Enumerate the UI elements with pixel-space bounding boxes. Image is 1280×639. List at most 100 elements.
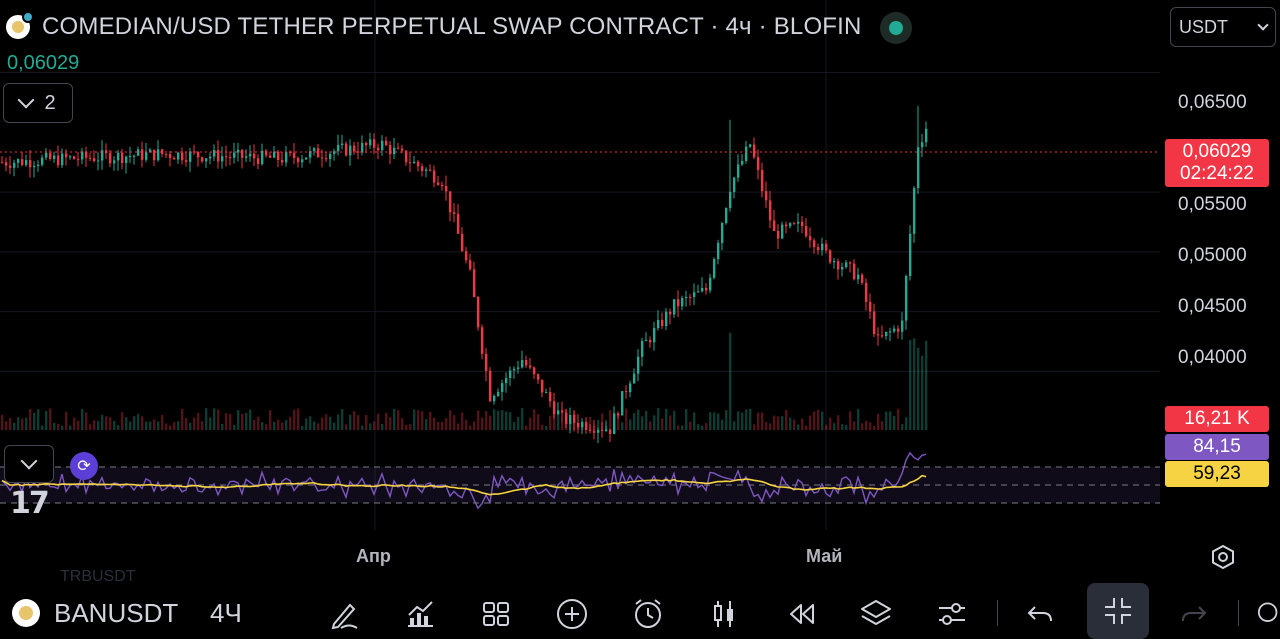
exit-fullscreen-button[interactable] xyxy=(1087,583,1149,639)
collapse-rsi-pane-button[interactable] xyxy=(4,445,54,483)
candle-body xyxy=(93,158,96,162)
volume-bar xyxy=(729,332,732,430)
volume-bar xyxy=(741,412,744,430)
add-icon xyxy=(557,599,587,629)
volume-bar xyxy=(597,419,600,430)
volume-bar xyxy=(285,420,288,430)
candle-body xyxy=(641,341,644,357)
object-tree-button[interactable] xyxy=(854,592,898,636)
volume-bar xyxy=(621,422,624,430)
volume-bar xyxy=(117,425,120,430)
volume-bar xyxy=(833,423,836,430)
volume-bar xyxy=(905,417,908,430)
volume-bar xyxy=(541,424,544,430)
candle-body xyxy=(445,186,448,192)
alerts-button[interactable] xyxy=(626,592,670,636)
collapse-indicators-button[interactable]: 2 xyxy=(3,83,73,123)
add-indicator-button[interactable] xyxy=(550,592,594,636)
volume-bar xyxy=(897,408,900,430)
candle-body xyxy=(337,145,340,152)
volume-bar xyxy=(825,424,828,430)
drawing-tools-button[interactable] xyxy=(322,592,366,636)
candle-body xyxy=(341,143,344,146)
candle-body xyxy=(189,151,192,162)
candle-body xyxy=(65,153,68,158)
volume-bar xyxy=(893,415,896,430)
volume-bar xyxy=(589,416,592,430)
last-price-tag: 0,06029 02:24:22 xyxy=(1165,139,1269,187)
symbol-search-button[interactable]: BANUSDT xyxy=(54,598,179,628)
candle-body xyxy=(513,368,516,371)
volume-bar xyxy=(537,414,540,430)
volume-bar xyxy=(873,425,876,430)
candle-body xyxy=(881,335,884,337)
volume-bar xyxy=(345,424,348,430)
candle-body xyxy=(869,301,872,312)
undo-button[interactable] xyxy=(1018,592,1062,636)
candle-body xyxy=(333,151,336,154)
symbol-title-row[interactable]: COMEDIAN/USD TETHER PERPETUAL SWAP CONTR… xyxy=(6,11,862,42)
candle-body xyxy=(565,412,568,424)
volume-bar xyxy=(497,410,500,430)
volume-bar xyxy=(189,422,192,430)
candle-body xyxy=(89,157,92,159)
volume-bar xyxy=(81,408,84,430)
candle-body xyxy=(433,170,436,183)
layout-button[interactable] xyxy=(474,592,518,636)
volume-bar xyxy=(625,408,628,430)
candle-body xyxy=(45,152,48,158)
volume-bar xyxy=(721,419,724,430)
replay-button[interactable] xyxy=(778,592,822,636)
volume-bar xyxy=(693,412,696,430)
candle-body xyxy=(253,153,256,159)
candle-body xyxy=(133,155,136,157)
volume-bar xyxy=(205,408,208,430)
candle-body xyxy=(217,150,220,162)
volume-bar xyxy=(521,408,524,430)
volume-bar xyxy=(85,412,88,430)
symbol-logo-icon[interactable] xyxy=(12,599,40,627)
volume-bar xyxy=(445,418,448,430)
candles-button[interactable] xyxy=(702,592,746,636)
candle-body xyxy=(569,415,572,424)
chart-type-button[interactable] xyxy=(398,592,442,636)
candle-body xyxy=(461,233,464,252)
candle-body xyxy=(37,164,40,166)
more-tools-button[interactable] xyxy=(1250,592,1280,636)
chart-settings-icon[interactable] xyxy=(1210,544,1236,570)
volume-bar xyxy=(637,409,640,430)
rsi-indicator-icon[interactable]: ⟳ xyxy=(70,452,98,480)
candle-body xyxy=(297,158,300,163)
price-axis-label: 0,05000 xyxy=(1178,245,1247,266)
volume-bar xyxy=(713,412,716,430)
volume-bar xyxy=(481,417,484,430)
volume-bar xyxy=(901,424,904,430)
volume-bar xyxy=(197,412,200,430)
interval-button[interactable]: 4Ч xyxy=(210,598,242,628)
volume-bar xyxy=(169,425,172,430)
candle-body xyxy=(21,159,24,165)
ghost-symbol: TRBUSDT xyxy=(60,568,136,585)
redo-button[interactable] xyxy=(1172,592,1216,636)
chart-settings-button[interactable] xyxy=(930,592,974,636)
market-open-status-icon[interactable] xyxy=(880,12,912,44)
currency-select[interactable]: USDT xyxy=(1170,7,1276,47)
candle-body xyxy=(889,331,892,333)
candle-body xyxy=(873,311,876,335)
volume-bar xyxy=(221,423,224,430)
candle-body xyxy=(601,430,604,432)
candle-body xyxy=(265,150,268,156)
candle-body xyxy=(345,143,348,156)
volume-bar xyxy=(69,425,72,430)
candle-body xyxy=(781,224,784,239)
volume-bar xyxy=(857,409,860,430)
candle-body xyxy=(293,152,296,159)
candle-body xyxy=(837,261,840,270)
candle-body xyxy=(613,413,616,435)
layers-icon xyxy=(861,600,891,625)
candle-body xyxy=(129,156,132,158)
volume-bar xyxy=(525,425,528,430)
volume-bar xyxy=(865,420,868,430)
volume-bar xyxy=(121,412,124,430)
